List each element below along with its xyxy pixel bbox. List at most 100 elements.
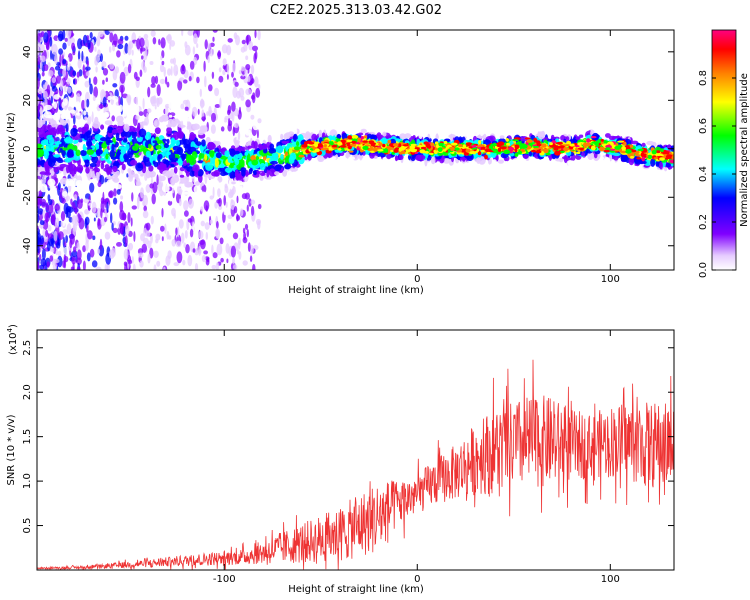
spectrogram-core	[614, 145, 621, 150]
spectrogram-core	[635, 150, 640, 154]
spectrogram-speck	[226, 63, 230, 75]
spectrogram-speck	[87, 115, 92, 125]
spectrogram-cell	[255, 170, 261, 175]
spectrogram-speck	[109, 63, 115, 70]
spectrogram-speck	[189, 60, 195, 70]
spectrogram-speck	[77, 50, 81, 61]
spectrogram-cell	[180, 176, 188, 184]
spectrogram-speck	[180, 232, 185, 244]
spectrogram-cell	[158, 175, 166, 182]
spectrogram-speck	[47, 224, 52, 232]
spectrogram-speck	[37, 195, 42, 205]
spectrogram-speck	[155, 238, 159, 244]
spectrogram-speck	[126, 94, 132, 103]
spectrogram-core	[558, 148, 562, 151]
spectrogram-cell	[441, 155, 445, 163]
spectrogram-speck	[212, 186, 215, 199]
spectrogram-cell	[267, 181, 272, 187]
spectrogram-cell	[115, 132, 120, 140]
spectrogram-cell	[263, 148, 268, 154]
spectrogram-speck	[192, 221, 195, 232]
spectrogram-cell	[262, 143, 268, 150]
spectrogram-cell	[85, 147, 93, 150]
spectrogram-core	[524, 137, 531, 140]
spectrogram-core	[323, 144, 328, 148]
spectrogram-cell	[52, 187, 57, 191]
spectrogram-x-tick-label: -100	[213, 274, 236, 285]
spectrogram-speck	[45, 229, 49, 238]
spectrogram-core	[569, 143, 575, 147]
spectrogram-cell	[41, 124, 48, 132]
spectrogram-cell	[357, 132, 364, 136]
spectrogram-speck	[86, 60, 90, 67]
spectrogram-speck	[50, 49, 53, 60]
spectrogram-speck	[154, 75, 159, 85]
spectrogram-cell	[43, 150, 50, 160]
spectrogram-speck	[169, 42, 172, 51]
spectrogram-speck	[246, 204, 249, 212]
spectrogram-speck	[181, 63, 185, 72]
spectrogram-speck	[231, 71, 234, 78]
spectrogram-speck	[203, 60, 206, 72]
spectrogram-speck	[126, 173, 129, 178]
spectrogram-speck	[223, 117, 228, 123]
spectrogram-cell	[214, 158, 219, 168]
snr-x-tick-label: 100	[601, 574, 620, 585]
spectrogram-speck	[178, 198, 182, 207]
spectrogram-cell	[175, 139, 181, 146]
colorbar-tick-label: 0.6	[698, 118, 709, 134]
spectrogram-speck	[104, 263, 109, 270]
spectrogram-speck	[65, 235, 68, 243]
spectrogram-speck	[66, 30, 72, 39]
spectrogram-speck	[47, 30, 51, 36]
spectrogram-speck	[51, 247, 55, 253]
spectrogram-speck	[242, 260, 248, 266]
spectrogram-speck	[184, 106, 189, 111]
spectrogram-cell	[95, 148, 103, 155]
spectrogram-cell	[215, 152, 222, 159]
spectrogram-core	[414, 147, 421, 150]
spectrogram-speck	[140, 187, 144, 199]
spectrogram-core	[395, 147, 399, 150]
spectrogram-speck	[112, 44, 116, 52]
spectrogram-speck	[88, 77, 91, 86]
spectrogram-speck	[76, 71, 80, 78]
spectrogram-speck	[226, 258, 229, 264]
spectrogram-core	[405, 148, 411, 153]
spectrogram-speck	[111, 115, 115, 122]
spectrogram-cell	[360, 128, 367, 134]
spectrogram-cell	[105, 153, 109, 160]
spectrogram-cell	[201, 139, 206, 147]
colorbar-tick-label: 0.0	[698, 262, 709, 278]
spectrogram-cell	[373, 128, 380, 133]
spectrogram-speck	[256, 129, 259, 139]
spectrogram-cell	[111, 129, 118, 134]
spectrogram-cell	[73, 140, 77, 145]
spectrogram-core	[665, 151, 670, 155]
spectrogram-cell	[274, 171, 280, 176]
spectrogram-speck	[252, 45, 258, 52]
spectrogram-speck	[247, 75, 251, 83]
spectrogram-cell	[406, 161, 411, 170]
spectrogram-cell	[228, 179, 232, 188]
spectrogram-cell	[61, 134, 65, 138]
spectrogram-speck	[156, 84, 161, 97]
spectrogram-speck	[223, 195, 226, 206]
spectrogram-cell	[197, 129, 205, 136]
spectrogram-speck	[180, 103, 185, 110]
spectrogram-cell	[85, 166, 90, 174]
spectrogram-speck	[123, 248, 129, 260]
spectrogram-core	[363, 135, 368, 139]
spectrogram-core	[478, 144, 485, 147]
spectrogram-cell	[435, 133, 439, 140]
spectrogram-y-tick-label: -20	[22, 189, 33, 205]
spectrogram-speck	[47, 70, 54, 77]
spectrogram-core	[557, 146, 561, 149]
spectrogram-core	[371, 142, 376, 147]
spectrogram-cell	[89, 163, 97, 167]
spectrogram-speck	[214, 87, 220, 97]
spectrogram-cell	[166, 124, 173, 128]
spectrogram-speck	[214, 201, 218, 209]
spectrogram-speck	[84, 80, 90, 88]
spectrogram-cell	[205, 136, 211, 144]
